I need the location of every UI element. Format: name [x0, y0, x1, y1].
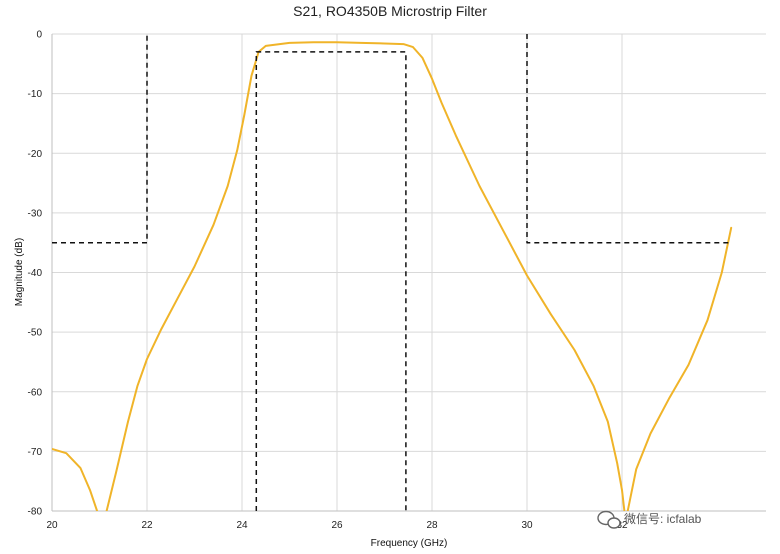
x-tick-label: 24	[236, 520, 248, 531]
s21-response-series	[52, 41, 733, 511]
y-tick-label: 0	[36, 30, 42, 41]
spec-mask-line	[255, 51, 407, 511]
x-tick-label: 22	[141, 520, 153, 531]
x-tick-labels: 20 22 24 26 28 30 32	[46, 520, 628, 531]
s21-curve	[626, 226, 733, 511]
x-tick-label: 30	[521, 520, 533, 531]
y-tick-label: -60	[28, 387, 43, 398]
y-tick-label: -40	[28, 268, 43, 279]
y-tick-label: -20	[28, 149, 43, 160]
x-axis-label: Frequency (GHz)	[371, 538, 448, 549]
spec-mask-line	[526, 34, 732, 244]
watermark-text: 微信号: icfalab	[624, 512, 702, 526]
grid	[51, 33, 766, 512]
wechat-icon	[597, 510, 621, 529]
x-tick-label: 28	[426, 520, 438, 531]
x-tick-label: 26	[331, 520, 343, 531]
s21-curve	[105, 41, 626, 511]
y-tick-label: -80	[28, 507, 43, 518]
y-tick-label: -70	[28, 447, 43, 458]
spec-mask-series	[52, 34, 732, 511]
y-tick-label: -10	[28, 89, 43, 100]
s21-curve	[52, 448, 99, 511]
y-axis-label: Magnitude (dB)	[14, 238, 25, 306]
watermark: 微信号: icfalab	[597, 510, 702, 529]
axes	[51, 34, 766, 512]
y-tick-label: -50	[28, 328, 43, 339]
spec-mask-line	[52, 34, 148, 244]
chart-title: S21, RO4350B Microstrip Filter	[293, 3, 487, 19]
plot-area	[52, 34, 733, 511]
x-tick-label: 20	[46, 520, 58, 531]
y-tick-labels: 0 -10 -20 -30 -40 -50 -60 -70 -80	[28, 30, 43, 518]
x-tick-label: 32	[616, 520, 628, 531]
y-tick-label: -30	[28, 208, 43, 219]
